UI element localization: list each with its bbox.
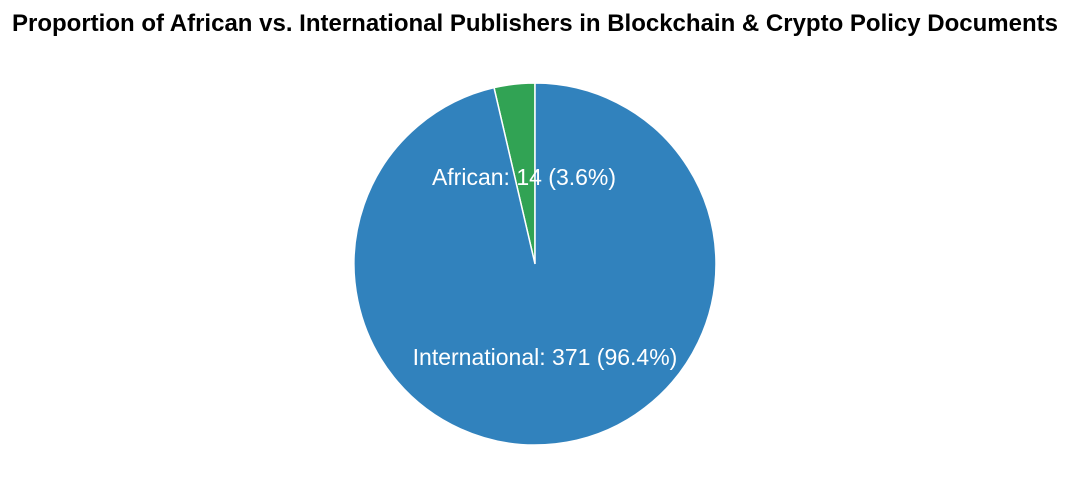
pie-label-international: International: 371 (96.4%) [413, 344, 678, 370]
pie-slices [353, 82, 717, 446]
pie-label-african: African: 14 (3.6%) [432, 164, 616, 190]
pie-labels: African: 14 (3.6%) International: 371 (96… [413, 164, 678, 370]
chart-title: Proportion of African vs. International … [12, 10, 1058, 37]
pie-slice-international [353, 82, 717, 446]
